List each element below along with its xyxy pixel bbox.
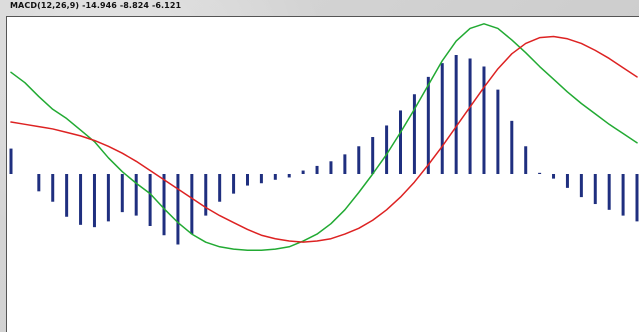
- signal-line: [10, 35, 638, 243]
- macd-line: [10, 23, 638, 252]
- indicator-header: MACD(12,26,9) -14.946 -8.824 -6.121: [10, 1, 182, 10]
- plot-area: [6, 16, 639, 332]
